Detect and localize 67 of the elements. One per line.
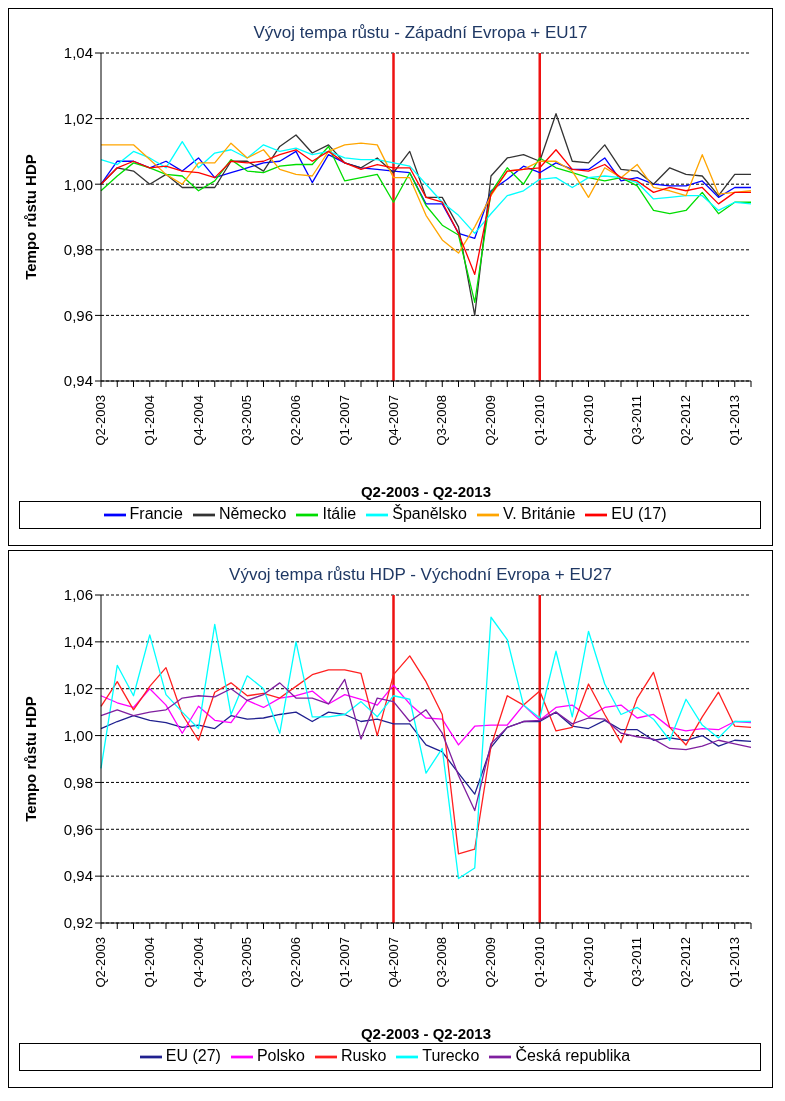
y-tick-label: 1,04 (63, 44, 93, 62)
x-tick-label: Q3-2011 (629, 937, 645, 987)
x-tick-label: Q2-2012 (678, 395, 693, 446)
x-tick-label: Q2-2003 (93, 937, 108, 988)
x-tick-label: Q4-2004 (190, 395, 206, 446)
legend-label: Itálie (322, 505, 357, 523)
y-tick-label: 0,98 (63, 241, 93, 259)
y-tick-label: 1,00 (63, 726, 93, 744)
y-tick-label: 0,96 (63, 820, 93, 838)
x-tick-label: Q1-2013 (726, 937, 742, 988)
x-tick-label: Q4-2010 (580, 395, 596, 446)
y-tick-label: 1,02 (63, 680, 93, 698)
x-tick-label: Q4-2007 (385, 395, 401, 446)
line-series (100, 655, 752, 855)
y-tick-label: 0,98 (63, 773, 93, 791)
legend-label: Španělsko (392, 505, 467, 523)
legend-label: Česká republika (515, 1047, 631, 1065)
x-tick-label: Q2-2009 (483, 395, 498, 446)
legend-label: Francie (129, 505, 183, 523)
line-series (100, 711, 752, 795)
legend-label: EU (27) (165, 1047, 221, 1065)
x-tick-label: Q1-2013 (726, 395, 742, 446)
y-tick-label: 1,06 (63, 586, 93, 604)
line-series (100, 142, 752, 254)
line-series (100, 145, 752, 303)
y-axis-title: Tempo růstu HDP (22, 696, 40, 822)
x-tick-label: Q3-2008 (434, 395, 450, 446)
chart-title: Vývoj tempa růstu HDP - Východní Evropa + EU27 (228, 564, 613, 585)
legend-label: Rusko (340, 1047, 387, 1065)
x-tick-label: Q4-2004 (190, 937, 206, 988)
legend-label: V. Británie (502, 505, 576, 523)
y-tick-label: 0,94 (63, 867, 93, 885)
x-axis-title: Q2-2003 - Q2-2013 (360, 1025, 492, 1042)
x-tick-label: Q3-2011 (629, 395, 645, 445)
y-tick-label: 1,02 (63, 109, 93, 127)
x-tick-label: Q2-2009 (483, 937, 498, 988)
x-tick-label: Q2-2006 (288, 937, 303, 988)
x-tick-label: Q2-2006 (288, 395, 303, 446)
x-tick-label: Q3-2008 (434, 937, 450, 988)
x-tick-label: Q1-2007 (336, 937, 352, 988)
line-series (100, 616, 752, 880)
y-tick-label: 0,94 (63, 372, 93, 390)
x-tick-label: Q1-2004 (141, 395, 157, 446)
y-tick-label: 0,92 (63, 914, 93, 932)
line-series (100, 678, 752, 812)
y-tick-label: 1,00 (63, 175, 93, 193)
x-tick-label: Q3-2005 (239, 395, 255, 446)
y-tick-label: 0,96 (63, 306, 93, 324)
x-tick-label: Q2-2012 (678, 937, 693, 988)
x-tick-label: Q1-2010 (531, 395, 547, 446)
y-axis-title: Tempo růstu HDP (22, 154, 40, 280)
x-tick-label: Q3-2005 (239, 937, 255, 988)
legend-label: EU (17) (611, 505, 667, 523)
line-series (100, 684, 752, 746)
y-tick-label: 1,04 (63, 633, 93, 651)
x-tick-label: Q1-2004 (141, 937, 157, 988)
x-tick-label: Q4-2007 (385, 937, 401, 988)
legend-label: Německo (218, 505, 287, 523)
x-tick-label: Q1-2010 (531, 937, 547, 988)
x-tick-label: Q1-2007 (336, 395, 352, 446)
legend-label: Turecko (422, 1047, 480, 1065)
x-tick-label: Q4-2010 (580, 937, 596, 988)
x-axis-title: Q2-2003 - Q2-2013 (360, 483, 492, 500)
line-series (100, 149, 752, 276)
x-tick-label: Q2-2003 (93, 395, 108, 446)
legend-label: Polsko (256, 1047, 305, 1065)
chart-title: Vývoj tempa růstu - Západní Evropa + EU17 (252, 22, 589, 43)
